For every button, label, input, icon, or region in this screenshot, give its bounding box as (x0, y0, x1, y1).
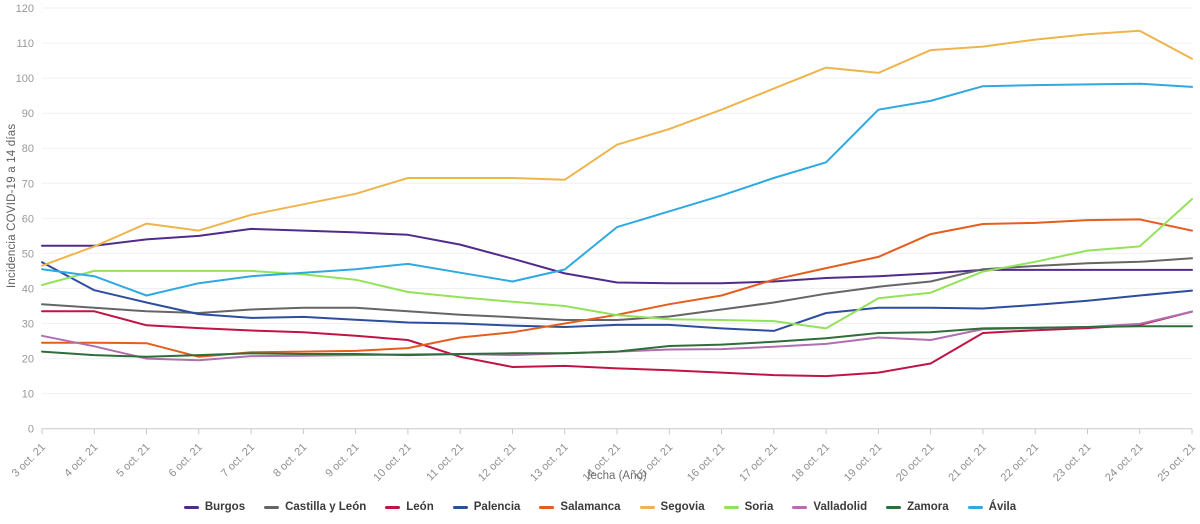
y-tick-label: 70 (22, 178, 34, 190)
legend-label: Salamanca (560, 501, 621, 513)
legend-label: Valladolid (813, 501, 868, 513)
y-tick-label: 60 (22, 213, 34, 225)
legend-swatch-icon (792, 505, 808, 509)
legend-swatch-icon (183, 505, 199, 509)
series-line-segovia[interactable] (41, 29, 1193, 267)
legend-item-valladolid[interactable]: Valladolid (792, 501, 867, 513)
legend-item-avila[interactable]: Ávila (967, 501, 1017, 513)
series-line-leon[interactable] (41, 310, 1193, 378)
y-tick-label: 50 (22, 248, 34, 260)
legend-item-salamanca[interactable]: Salamanca (539, 501, 621, 513)
legend-swatch-icon (264, 505, 280, 509)
legend-swatch-icon (385, 505, 401, 509)
chart-legend: Burgos Castilla y León León Palencia Salaman… (0, 501, 1200, 513)
y-tick-label: 10 (22, 389, 34, 401)
legend-label: Palencia (473, 501, 521, 513)
y-tick-label: 100 (16, 73, 34, 85)
series-line-castilla-y-leon[interactable] (41, 257, 1193, 321)
legend-swatch-icon (967, 505, 983, 509)
series-line-avila[interactable] (41, 82, 1193, 297)
series-line-valladolid[interactable] (41, 310, 1193, 362)
legend-label: Castilla y León (285, 501, 367, 513)
legend-label: Zamora (907, 501, 949, 513)
legend-item-palencia[interactable]: Palencia (452, 501, 521, 513)
x-axis-title: fecha (Año) (587, 470, 647, 482)
legend-item-soria[interactable]: Soria (723, 501, 774, 513)
series-line-palencia[interactable] (41, 261, 1193, 332)
legend-swatch-icon (639, 505, 655, 509)
y-tick-label: 0 (28, 424, 34, 436)
legend-item-leon[interactable]: León (385, 501, 434, 513)
legend-item-castilla-y-leon[interactable]: Castilla y León (264, 501, 366, 513)
legend-swatch-icon (452, 505, 468, 509)
series-line-soria[interactable] (41, 198, 1193, 330)
legend-swatch-icon (539, 505, 555, 509)
y-tick-label: 40 (22, 284, 34, 296)
y-tick-label: 80 (22, 143, 34, 155)
y-tick-label: 120 (16, 3, 34, 15)
y-tick-label: 20 (22, 354, 34, 366)
y-tick-label: 30 (22, 319, 34, 331)
legend-label: León (406, 501, 434, 513)
y-tick-label: 110 (16, 38, 34, 50)
legend-label: Segovia (660, 501, 705, 513)
series-line-zamora[interactable] (41, 325, 1193, 358)
legend-swatch-icon (886, 505, 902, 509)
legend-item-segovia[interactable]: Segovia (639, 501, 705, 513)
series-line-burgos[interactable] (41, 227, 1193, 285)
legend-label: Soria (744, 501, 774, 513)
y-tick-label: 90 (22, 108, 34, 120)
legend-item-zamora[interactable]: Zamora (886, 501, 949, 513)
legend-item-burgos[interactable]: Burgos (183, 501, 246, 513)
legend-swatch-icon (723, 505, 739, 509)
legend-label: Burgos (204, 501, 246, 513)
legend-label: Ávila (988, 501, 1017, 513)
